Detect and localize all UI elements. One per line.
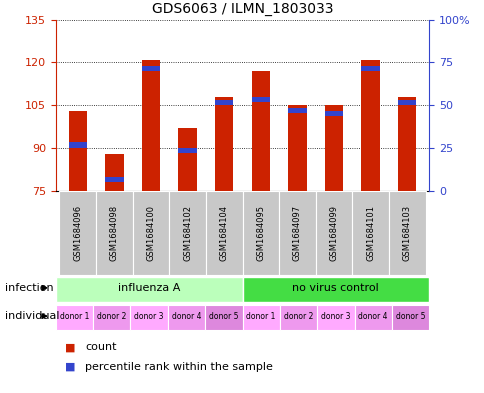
Bar <box>242 305 279 330</box>
Title: GDS6063 / ILMN_1803033: GDS6063 / ILMN_1803033 <box>151 2 333 16</box>
Text: influenza A: influenza A <box>118 283 180 293</box>
Bar <box>178 148 197 153</box>
Text: GSM1684095: GSM1684095 <box>256 205 265 261</box>
Bar <box>351 191 388 275</box>
Bar <box>56 277 242 302</box>
Text: no virus control: no virus control <box>292 283 378 293</box>
Bar <box>178 128 197 191</box>
Bar <box>133 191 169 275</box>
Bar <box>206 191 242 275</box>
Bar <box>287 108 306 114</box>
Text: donor 4: donor 4 <box>171 312 201 321</box>
Bar <box>361 66 379 71</box>
Bar <box>105 176 123 182</box>
Text: count: count <box>85 342 116 353</box>
Bar <box>251 71 270 191</box>
Bar <box>388 191 424 275</box>
Text: donor 2: donor 2 <box>283 312 313 321</box>
Bar <box>130 305 167 330</box>
Text: ■: ■ <box>65 342 76 353</box>
Bar <box>361 60 379 191</box>
Bar <box>251 97 270 102</box>
Text: GSM1684103: GSM1684103 <box>402 205 411 261</box>
Bar <box>324 105 343 191</box>
Bar <box>56 305 93 330</box>
Text: GSM1684098: GSM1684098 <box>110 205 119 261</box>
Bar <box>214 100 233 105</box>
Bar <box>317 305 354 330</box>
Bar <box>315 191 351 275</box>
Text: GSM1684097: GSM1684097 <box>292 205 302 261</box>
Bar <box>205 305 242 330</box>
Bar <box>68 111 87 191</box>
Bar <box>279 305 317 330</box>
Text: infection: infection <box>5 283 53 293</box>
Text: donor 4: donor 4 <box>358 312 387 321</box>
Bar <box>214 97 233 191</box>
Text: donor 3: donor 3 <box>134 312 164 321</box>
Bar <box>68 142 87 148</box>
Text: donor 5: donor 5 <box>209 312 238 321</box>
Text: GSM1684101: GSM1684101 <box>365 205 374 261</box>
Text: donor 2: donor 2 <box>97 312 126 321</box>
Text: GSM1684099: GSM1684099 <box>329 205 338 261</box>
Bar <box>167 305 205 330</box>
Bar <box>242 277 428 302</box>
Bar <box>242 191 278 275</box>
Bar <box>169 191 206 275</box>
Text: GSM1684102: GSM1684102 <box>182 205 192 261</box>
Bar <box>60 191 96 275</box>
Bar <box>278 191 315 275</box>
Text: ■: ■ <box>65 362 76 372</box>
Text: GSM1684100: GSM1684100 <box>146 205 155 261</box>
Bar <box>397 100 416 105</box>
Bar <box>324 111 343 116</box>
Text: donor 1: donor 1 <box>246 312 275 321</box>
Text: donor 3: donor 3 <box>320 312 350 321</box>
Bar <box>96 191 133 275</box>
Bar <box>391 305 428 330</box>
Bar <box>141 66 160 71</box>
Bar <box>141 60 160 191</box>
Text: donor 1: donor 1 <box>60 312 89 321</box>
Text: donor 5: donor 5 <box>395 312 424 321</box>
Bar <box>287 105 306 191</box>
Bar <box>93 305 130 330</box>
Text: individual: individual <box>5 311 59 321</box>
Bar <box>105 154 123 191</box>
Bar <box>397 97 416 191</box>
Bar <box>354 305 391 330</box>
Text: percentile rank within the sample: percentile rank within the sample <box>85 362 272 372</box>
Text: GSM1684096: GSM1684096 <box>73 205 82 261</box>
Text: GSM1684104: GSM1684104 <box>219 205 228 261</box>
